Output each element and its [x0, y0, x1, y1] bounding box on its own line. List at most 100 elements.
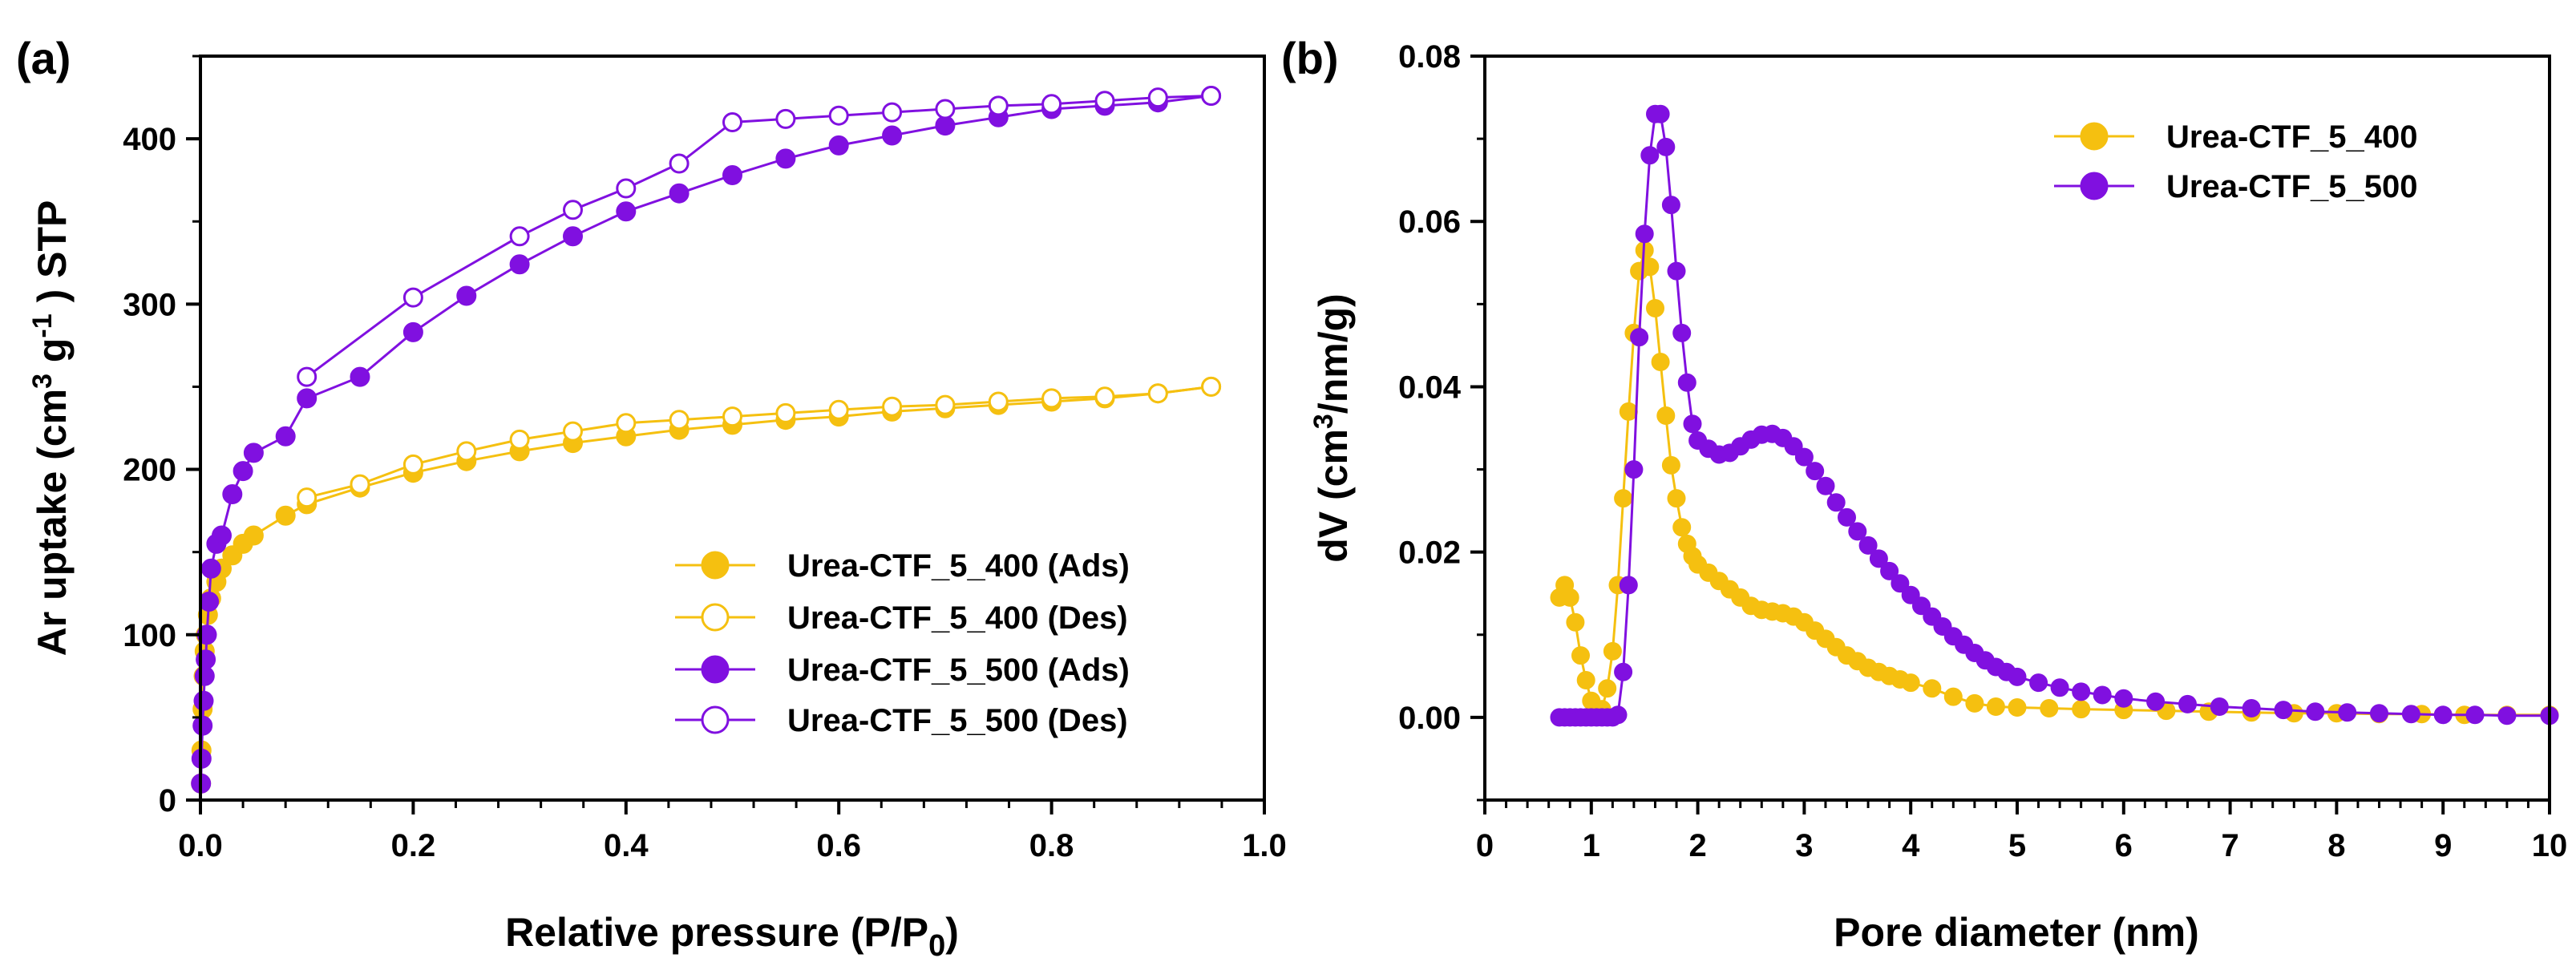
- legend-label-400-ads: Urea-CTF_5_400 (Ads): [787, 548, 1130, 584]
- data-point-b-1: [1848, 522, 1867, 541]
- data-point-b-0: [1901, 673, 1920, 693]
- panel-a: (a) 0.0 0.2 0.4 0.6 0.8 1.0 0 100 200 300 400 Rel…: [16, 33, 1287, 963]
- data-point-a-1: [1201, 376, 1222, 397]
- data-point-a-2: [509, 254, 530, 275]
- data-point-a-1: [1147, 383, 1168, 404]
- data-point-b-1: [1677, 373, 1696, 392]
- panel-a-label: (a): [16, 33, 71, 83]
- panel-b-frame: [1483, 55, 2551, 802]
- data-point-a-2: [350, 366, 370, 387]
- data-point-a-2: [669, 183, 689, 204]
- data-point-b-1: [1667, 261, 1686, 281]
- y-tick-label: 0.08: [1398, 39, 1461, 75]
- panel-b-y-axis-title: dV (cm3/nm/g): [1308, 293, 1356, 563]
- data-point-b-1: [1901, 585, 1920, 604]
- data-point-b-1: [1806, 462, 1825, 481]
- data-point-a-1: [722, 406, 742, 427]
- data-point-b-0: [1560, 588, 1579, 607]
- legend-label-400-des: Urea-CTF_5_400 (Des): [787, 600, 1128, 636]
- data-point-a-1: [563, 421, 583, 442]
- data-point-b-1: [1630, 328, 1649, 347]
- data-point-a-3: [509, 226, 530, 247]
- data-point-b-1: [1614, 662, 1633, 681]
- data-point-a-2: [616, 201, 637, 222]
- data-point-a-1: [509, 429, 530, 450]
- data-point-a-3: [988, 95, 1009, 116]
- data-point-a-1: [616, 413, 637, 434]
- data-point-a-2: [456, 285, 477, 306]
- x-tick-label: 5: [2008, 828, 2026, 863]
- panel-b-y-ticks: 0.00 0.02 0.04 0.06 0.08: [1398, 39, 1485, 802]
- data-point-a-1: [402, 454, 423, 475]
- data-point-b-0: [1614, 489, 1633, 508]
- legend-swatch-400-des-marker: [701, 603, 730, 632]
- data-point-a-3: [563, 200, 583, 220]
- panel-a-legend: Urea-CTF_5_400 (Ads) Urea-CTF_5_400 (Des…: [675, 548, 1130, 738]
- legend-label-500: Urea-CTF_5_500: [2166, 169, 2418, 204]
- x-tick-label: 8: [2327, 828, 2345, 863]
- x-tick-label: 4: [1902, 828, 1920, 863]
- data-point-a-2: [722, 165, 742, 185]
- data-point-b-1: [1608, 705, 1628, 725]
- data-point-b-1: [1651, 104, 1670, 123]
- data-point-b-1: [2401, 705, 2420, 724]
- data-point-b-1: [1619, 576, 1638, 595]
- y-tick-label: 400: [123, 122, 176, 157]
- data-point-a-3: [828, 105, 849, 126]
- data-point-b-1: [1656, 137, 1676, 156]
- x-tick-label: 0: [1476, 828, 1494, 863]
- x-tick-label: 0.6: [816, 828, 861, 863]
- data-point-b-1: [1661, 196, 1680, 215]
- data-point-a-1: [350, 474, 370, 495]
- panel-b: (b) 0 1 2 3 4 5 6 7 8 9 10 0.00 0.02 0.04 0.06 0.08 Po…: [1281, 33, 2567, 955]
- data-point-b-1: [1826, 493, 1846, 512]
- data-point-b-1: [2178, 694, 2197, 713]
- legend-swatch-400-marker: [2080, 122, 2109, 151]
- x-tick-label: 6: [2115, 828, 2133, 863]
- data-point-b-0: [2040, 699, 2059, 717]
- series-line-b-0: [1558, 245, 2550, 717]
- data-point-b-0: [2008, 698, 2027, 717]
- data-point-b-1: [1838, 507, 1856, 527]
- x-tick-label: 7: [2221, 828, 2238, 863]
- data-point-a-0: [243, 525, 264, 546]
- legend-label-400: Urea-CTF_5_400: [2166, 119, 2418, 155]
- data-point-b-0: [1603, 641, 1622, 661]
- data-point-a-1: [297, 487, 317, 508]
- data-point-a-3: [1147, 87, 1168, 108]
- data-point-b-1: [1784, 437, 1803, 456]
- data-point-b-0: [1576, 671, 1595, 689]
- panel-a-x-ticks: 0.0 0.2 0.4 0.6 0.8 1.0: [178, 800, 1287, 863]
- data-point-b-0: [1661, 455, 1680, 475]
- panel-a-y-axis-title: Ar uptake (cm3 g-1 ) STP: [27, 200, 75, 657]
- data-point-b-1: [1672, 323, 1692, 342]
- data-point-b-1: [1912, 596, 1931, 616]
- y-tick-label: 200: [123, 453, 176, 488]
- data-point-b-0: [1571, 646, 1590, 665]
- panel-b-label: (b): [1281, 33, 1339, 83]
- x-tick-label: 10: [2532, 828, 2568, 863]
- y-tick-label: 300: [123, 287, 176, 322]
- data-point-b-1: [1624, 460, 1644, 479]
- legend-label-500-des: Urea-CTF_5_500 (Des): [787, 703, 1128, 738]
- data-point-b-0: [1667, 489, 1686, 508]
- panel-a-y-ticks: 0 100 200 300 400: [123, 55, 200, 818]
- data-point-a-3: [775, 108, 796, 129]
- panel-b-x-axis-title: Pore diameter (nm): [1834, 910, 2199, 955]
- data-point-a-2: [200, 558, 221, 579]
- data-point-b-0: [1566, 612, 1585, 632]
- data-point-b-1: [1858, 536, 1878, 555]
- data-point-a-2: [882, 125, 903, 146]
- data-point-a-2: [297, 388, 317, 409]
- data-point-a-3: [669, 153, 689, 174]
- legend-label-500-ads: Urea-CTF_5_500 (Ads): [787, 653, 1130, 688]
- x-tick-label: 2: [1688, 828, 1706, 863]
- series-line-a-1: [306, 385, 1211, 499]
- data-point-b-1: [2274, 701, 2293, 720]
- data-point-b-0: [1646, 299, 1664, 317]
- series-line-b-1: [1559, 112, 2550, 719]
- x-tick-label: 9: [2434, 828, 2452, 863]
- data-point-a-2: [243, 443, 264, 463]
- data-point-a-2: [193, 690, 214, 711]
- data-point-b-1: [2338, 703, 2357, 722]
